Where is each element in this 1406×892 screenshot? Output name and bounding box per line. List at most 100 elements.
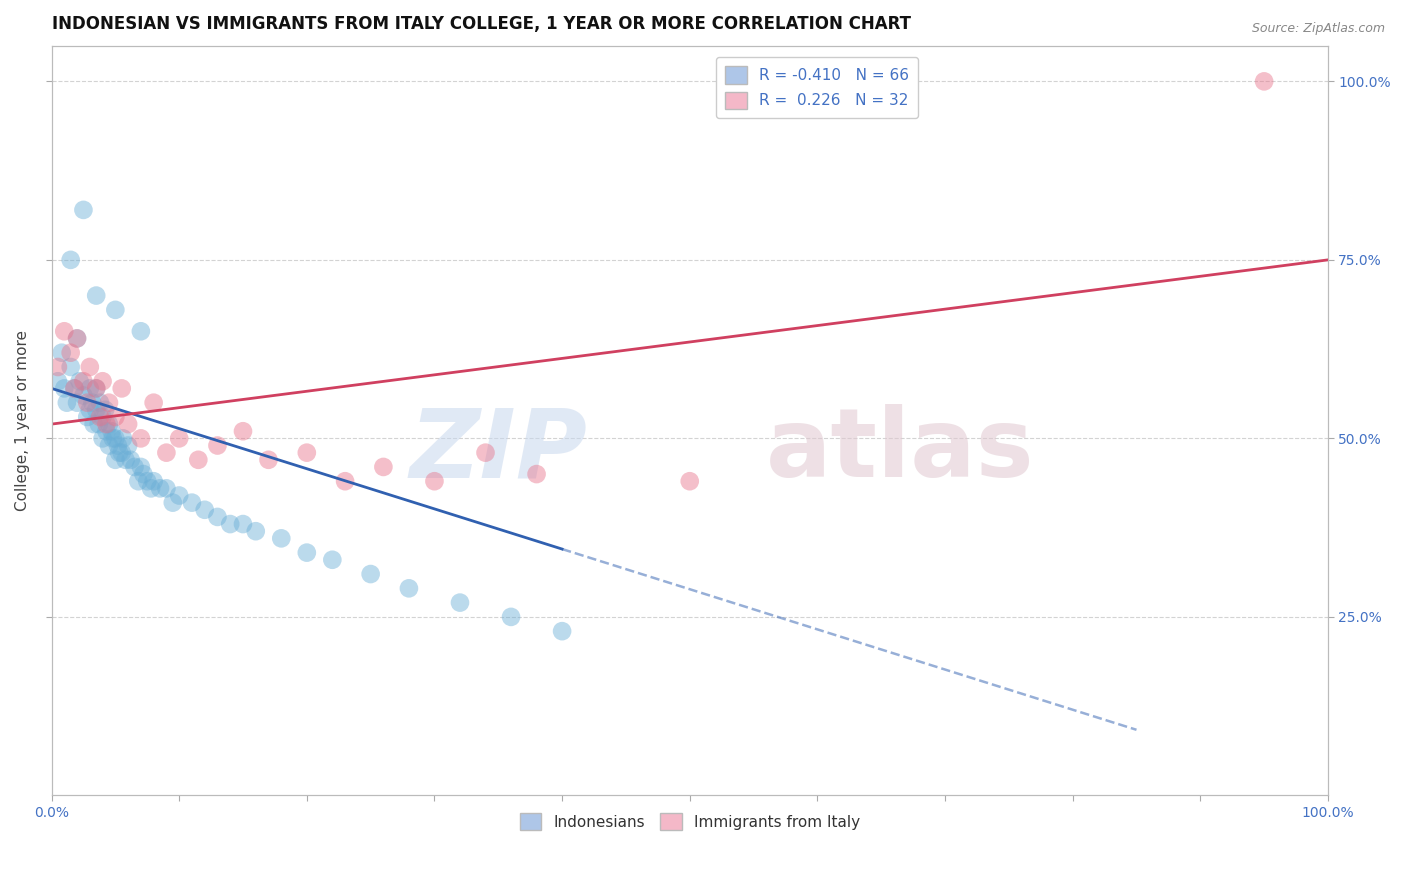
Point — [53, 324, 76, 338]
Point — [499, 610, 522, 624]
Point — [63, 381, 86, 395]
Point — [100, 424, 122, 438]
Point — [91, 431, 114, 445]
Point — [104, 452, 127, 467]
Point — [333, 474, 356, 488]
Text: atlas: atlas — [766, 404, 1035, 497]
Point — [120, 452, 142, 467]
Point — [84, 288, 107, 302]
Point — [1253, 74, 1275, 88]
Point — [474, 445, 496, 459]
Point — [139, 481, 162, 495]
Point — [84, 381, 107, 395]
Point — [79, 402, 101, 417]
Point — [66, 395, 89, 409]
Point — [449, 596, 471, 610]
Point — [295, 445, 318, 459]
Point — [89, 395, 111, 409]
Point — [72, 388, 94, 402]
Point — [104, 431, 127, 445]
Point — [91, 374, 114, 388]
Point — [53, 381, 76, 395]
Point — [129, 324, 152, 338]
Point — [142, 474, 165, 488]
Point — [257, 452, 280, 467]
Legend: Indonesians, Immigrants from Italy: Indonesians, Immigrants from Italy — [513, 806, 866, 837]
Point — [270, 532, 292, 546]
Point — [79, 359, 101, 374]
Point — [96, 424, 118, 438]
Point — [98, 417, 121, 431]
Point — [101, 431, 124, 445]
Point — [84, 402, 107, 417]
Point — [181, 496, 204, 510]
Point — [79, 381, 101, 395]
Point — [136, 474, 159, 488]
Point — [129, 459, 152, 474]
Point — [187, 452, 209, 467]
Point — [155, 481, 177, 495]
Point — [59, 345, 82, 359]
Point — [124, 459, 146, 474]
Point — [551, 624, 574, 639]
Point — [82, 395, 104, 409]
Point — [132, 467, 155, 481]
Text: INDONESIAN VS IMMIGRANTS FROM ITALY COLLEGE, 1 YEAR OR MORE CORRELATION CHART: INDONESIAN VS IMMIGRANTS FROM ITALY COLL… — [52, 15, 911, 33]
Text: ZIP: ZIP — [409, 404, 588, 497]
Point — [207, 510, 229, 524]
Point — [321, 553, 343, 567]
Point — [167, 488, 190, 502]
Point — [111, 381, 134, 395]
Point — [98, 395, 121, 409]
Point — [117, 438, 139, 452]
Point — [104, 302, 127, 317]
Point — [117, 417, 139, 431]
Point — [398, 582, 420, 596]
Point — [94, 402, 117, 417]
Point — [149, 481, 172, 495]
Point — [142, 395, 165, 409]
Point — [360, 567, 382, 582]
Point — [72, 202, 94, 217]
Point — [66, 331, 89, 345]
Point — [127, 474, 149, 488]
Point — [232, 517, 254, 532]
Point — [194, 503, 217, 517]
Point — [63, 381, 86, 395]
Point — [51, 345, 73, 359]
Point — [111, 445, 134, 459]
Point — [98, 438, 121, 452]
Point — [167, 431, 190, 445]
Point — [59, 359, 82, 374]
Point — [96, 417, 118, 431]
Point — [219, 517, 242, 532]
Point — [91, 409, 114, 424]
Point — [155, 445, 177, 459]
Point — [66, 331, 89, 345]
Point — [104, 409, 127, 424]
Point — [56, 395, 79, 409]
Point — [59, 252, 82, 267]
Point — [423, 474, 446, 488]
Point — [679, 474, 702, 488]
Point — [295, 546, 318, 560]
Point — [46, 359, 69, 374]
Point — [83, 417, 105, 431]
Point — [107, 438, 129, 452]
Point — [87, 417, 110, 431]
Text: Source: ZipAtlas.com: Source: ZipAtlas.com — [1251, 22, 1385, 36]
Point — [111, 431, 134, 445]
Point — [69, 374, 91, 388]
Point — [526, 467, 548, 481]
Point — [46, 374, 69, 388]
Point — [207, 438, 229, 452]
Point — [114, 452, 136, 467]
Point — [373, 459, 395, 474]
Point — [76, 395, 98, 409]
Point — [72, 374, 94, 388]
Y-axis label: College, 1 year or more: College, 1 year or more — [15, 330, 30, 511]
Point — [245, 524, 267, 539]
Point — [89, 409, 111, 424]
Point — [129, 431, 152, 445]
Point — [162, 496, 184, 510]
